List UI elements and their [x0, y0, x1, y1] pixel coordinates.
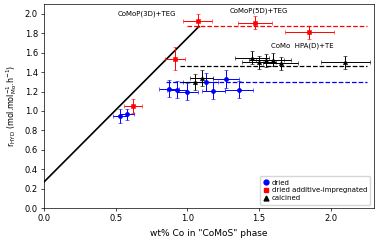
X-axis label: wt% Co in "CoMoS" phase: wt% Co in "CoMoS" phase	[150, 229, 268, 238]
Text: CoMoP(5D)+TEG: CoMoP(5D)+TEG	[230, 7, 288, 14]
Text: CoMo  HPA(D)+TE: CoMo HPA(D)+TE	[271, 43, 333, 49]
Legend: dried, dried additive-impregnated, calcined: dried, dried additive-impregnated, calci…	[260, 176, 370, 204]
Y-axis label: r$_{\mathsf{HYD}}$ (mol.mol$^{-1}_{\mathsf{Mo}}$.h$^{-1}$): r$_{\mathsf{HYD}}$ (mol.mol$^{-1}_{\math…	[4, 65, 19, 147]
Text: CoMoP(3D)+TEG: CoMoP(3D)+TEG	[118, 10, 177, 17]
